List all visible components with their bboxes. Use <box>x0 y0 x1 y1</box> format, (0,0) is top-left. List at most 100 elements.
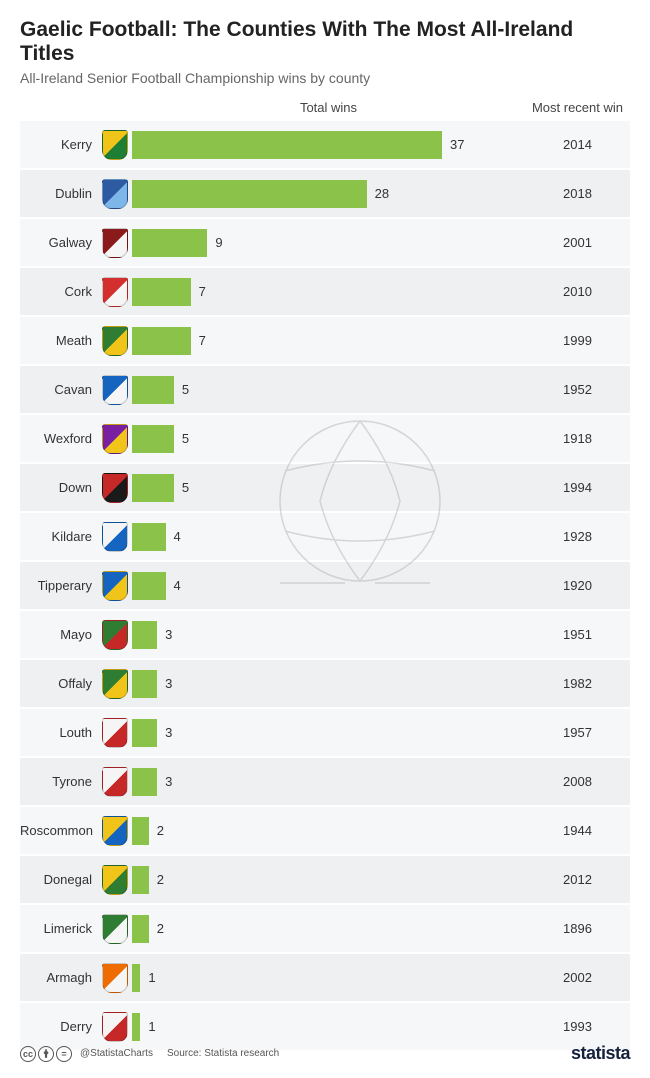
bar <box>132 376 174 404</box>
county-name: Kildare <box>20 529 98 544</box>
bar <box>132 817 149 845</box>
county-crest-icon <box>98 914 132 944</box>
table-row: Limerick21896 <box>20 905 630 952</box>
nd-icon: = <box>56 1046 72 1062</box>
county-crest-icon <box>98 326 132 356</box>
recent-year: 1957 <box>525 725 630 740</box>
table-row: Dublin 28 2018 <box>20 170 630 217</box>
bar-value: 4 <box>174 529 181 544</box>
table-row: Tyrone32008 <box>20 758 630 805</box>
table-row: Donegal 22012 <box>20 856 630 903</box>
recent-year: 1993 <box>525 1019 630 1034</box>
bar-value: 3 <box>165 774 172 789</box>
recent-year: 1994 <box>525 480 630 495</box>
bar-area: 4 <box>132 562 525 609</box>
county-name: Dublin <box>20 186 98 201</box>
county-name: Meath <box>20 333 98 348</box>
cc-license-icons: cc 🛉 = <box>20 1046 72 1062</box>
recent-year: 2008 <box>525 774 630 789</box>
chart-rows: Kerry372014Dublin282018Galway92001Cork72… <box>20 121 630 1050</box>
county-crest-icon <box>98 522 132 552</box>
bar-value: 5 <box>182 480 189 495</box>
recent-year: 1982 <box>525 676 630 691</box>
bar-value: 3 <box>165 725 172 740</box>
statista-logo: statista <box>571 1043 630 1064</box>
chart-headers: Total wins Most recent win <box>20 100 630 115</box>
bar-area: 2 <box>132 807 525 854</box>
bar-area: 5 <box>132 366 525 413</box>
table-row: Roscommon21944 <box>20 807 630 854</box>
bar-value: 4 <box>174 578 181 593</box>
bar <box>132 719 157 747</box>
table-row: Down51994 <box>20 464 630 511</box>
bar-value: 9 <box>215 235 222 250</box>
bar-value: 1 <box>148 970 155 985</box>
bar <box>132 523 166 551</box>
recent-year: 1920 <box>525 578 630 593</box>
bar-area: 3 <box>132 611 525 658</box>
recent-year: 2018 <box>525 186 630 201</box>
bar-area: 5 <box>132 464 525 511</box>
bar-value: 7 <box>199 284 206 299</box>
county-name: Donegal <box>20 872 98 887</box>
page-title: Gaelic Football: The Counties With The M… <box>20 18 630 66</box>
recent-year: 1952 <box>525 382 630 397</box>
county-crest-icon <box>98 277 132 307</box>
recent-year: 1951 <box>525 627 630 642</box>
bar-area: 7 <box>132 317 525 364</box>
county-crest-icon <box>98 669 132 699</box>
bar <box>132 425 174 453</box>
table-row: Kerry372014 <box>20 121 630 168</box>
county-crest-icon <box>98 620 132 650</box>
bar <box>132 866 149 894</box>
bar-area: 3 <box>132 660 525 707</box>
bar <box>132 278 191 306</box>
county-name: Mayo <box>20 627 98 642</box>
county-crest-icon <box>98 130 132 160</box>
bar <box>132 1013 140 1041</box>
bar <box>132 474 174 502</box>
bar-area: 9 <box>132 219 525 266</box>
bar-area: 5 <box>132 415 525 462</box>
county-crest-icon <box>98 718 132 748</box>
table-row: Wexford51918 <box>20 415 630 462</box>
bar-value: 37 <box>450 137 464 152</box>
table-row: Galway92001 <box>20 219 630 266</box>
bar <box>132 327 191 355</box>
county-crest-icon <box>98 179 132 209</box>
bar <box>132 621 157 649</box>
recent-year: 1928 <box>525 529 630 544</box>
county-crest-icon <box>98 424 132 454</box>
bar <box>132 964 140 992</box>
table-row: Cork72010 <box>20 268 630 315</box>
county-name: Cavan <box>20 382 98 397</box>
footer: cc 🛉 = @StatistaCharts Source: Statista … <box>20 1043 630 1064</box>
bar-area: 1 <box>132 954 525 1001</box>
bar-area: 3 <box>132 709 525 756</box>
table-row: Cavan 5 1952 <box>20 366 630 413</box>
bar-value: 1 <box>148 1019 155 1034</box>
bar-value: 3 <box>165 627 172 642</box>
county-crest-icon <box>98 963 132 993</box>
recent-year: 2002 <box>525 970 630 985</box>
bar-value: 5 <box>182 382 189 397</box>
county-crest-icon <box>98 228 132 258</box>
county-name: Galway <box>20 235 98 250</box>
county-name: Tipperary <box>20 578 98 593</box>
county-name: Wexford <box>20 431 98 446</box>
county-name: Cork <box>20 284 98 299</box>
recent-year: 1999 <box>525 333 630 348</box>
header-total-wins: Total wins <box>132 100 525 115</box>
bar-value: 3 <box>165 676 172 691</box>
bar-value: 28 <box>375 186 389 201</box>
recent-year: 2012 <box>525 872 630 887</box>
bar-area: 7 <box>132 268 525 315</box>
bar-area: 4 <box>132 513 525 560</box>
table-row: Kildare 4 1928 <box>20 513 630 560</box>
table-row: Offaly31982 <box>20 660 630 707</box>
bar-area: 28 <box>132 170 525 217</box>
recent-year: 1944 <box>525 823 630 838</box>
bar <box>132 131 442 159</box>
bar-area: 2 <box>132 856 525 903</box>
bar-area: 2 <box>132 905 525 952</box>
